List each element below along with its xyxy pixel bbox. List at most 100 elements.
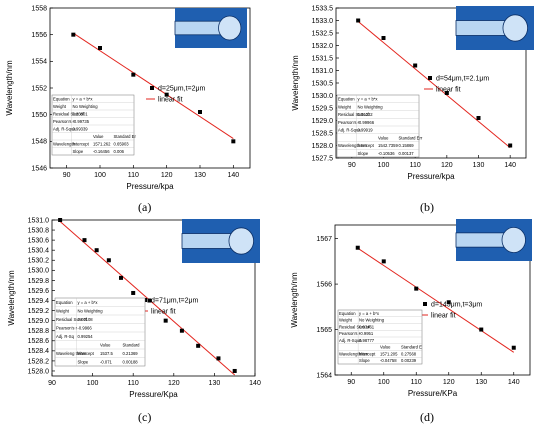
y-tick-label: 1533.5 xyxy=(312,5,334,12)
data-point xyxy=(508,143,513,148)
y-tick-label: 1529.2 xyxy=(28,308,50,315)
y-tick-label: 1532.0 xyxy=(312,43,334,50)
table-cell: Residual Sum of xyxy=(53,111,85,116)
x-tick-label: 110 xyxy=(128,172,139,179)
table-cell: y = a + b*x xyxy=(358,97,379,102)
x-tick-label: 130 xyxy=(473,162,485,169)
table-cell: 0.21369 xyxy=(123,351,139,356)
legend-label-points: d=25μm,t=2μm xyxy=(158,86,206,93)
table-cell: -0.9951 xyxy=(359,331,374,336)
panel-b: 90 100 110 120 130 140 1527.5 1528.0 1528.5 1529.… xyxy=(280,0,550,200)
data-point xyxy=(444,91,449,95)
y-tick-label: 1529.5 xyxy=(312,105,334,112)
data-point xyxy=(479,327,484,332)
y-tick-label: 1532.5 xyxy=(312,30,334,37)
table-cell: -0.16456 xyxy=(93,149,110,154)
table-cell: 0.99919 xyxy=(358,128,374,133)
y-axis-title: Wavelength/nm xyxy=(5,60,14,116)
table-cell: 0.99254 xyxy=(78,334,94,339)
plot-frame xyxy=(334,224,531,376)
fit-line xyxy=(357,247,515,353)
table-cell: y = a + b*x xyxy=(359,311,380,316)
legend-label-points: d=54μm,t=2.1μm xyxy=(436,76,489,83)
table-cell: 0.00188 xyxy=(123,360,139,365)
x-tick-label: 130 xyxy=(194,172,206,179)
legend-label-fit: linear fit xyxy=(158,97,183,104)
y-tick-label: 1530.8 xyxy=(28,227,50,234)
x-tick-label: 100 xyxy=(378,162,390,169)
table-cell: 0.27568 xyxy=(401,351,417,356)
y-tick-label: 1527.5 xyxy=(312,155,334,162)
x-tick-label: 120 xyxy=(441,162,453,169)
data-point xyxy=(381,36,386,40)
fit-line xyxy=(357,21,511,149)
x-tick-label: 140 xyxy=(504,162,516,169)
y-tick-label: 1552 xyxy=(31,85,47,92)
fit-line xyxy=(59,221,236,376)
table-cell: 0.15869 xyxy=(399,143,415,148)
x-tick-label: 90 xyxy=(347,379,355,386)
y-tick-label: 1531.0 xyxy=(312,68,334,75)
data-point xyxy=(179,328,184,333)
y-tick-label: 1567 xyxy=(316,236,332,243)
inset-image xyxy=(174,8,247,48)
legend-label-fit: linear fit xyxy=(436,87,461,94)
caption-c: (c) xyxy=(138,410,152,424)
table-cell: Waveleng th/nm xyxy=(56,351,87,356)
table-cell: Slope xyxy=(358,151,369,156)
y-tick-label: 1528.5 xyxy=(312,130,334,137)
table-cell: Wavelength xyxy=(53,141,76,146)
table-cell: Slope xyxy=(359,358,370,363)
table-cell: No Weighting xyxy=(78,309,104,314)
table-cell: 0.23801 xyxy=(73,111,89,116)
x-tick-label: 140 xyxy=(249,380,261,387)
table-cell: 1542.7359 xyxy=(378,143,398,148)
data-point xyxy=(147,298,152,303)
table-cell: Equation xyxy=(53,96,70,101)
data-point xyxy=(413,63,418,68)
table-cell: Intercept xyxy=(73,141,90,146)
y-tick-label: 1529.6 xyxy=(28,288,50,295)
table-cell: Pearson's r xyxy=(56,326,78,331)
data-point xyxy=(232,368,237,373)
legend-label-points: d=145μm,t=3μm xyxy=(431,302,482,309)
table-cell: Equation xyxy=(339,311,356,316)
table-cell: Residual Sum of xyxy=(339,324,371,329)
x-tick-label: 90 xyxy=(348,162,356,169)
caption-d: (d) xyxy=(420,410,434,424)
table-cell: Slope xyxy=(73,149,84,154)
data-point xyxy=(82,238,87,243)
data-point xyxy=(71,32,76,37)
caption-b: (b) xyxy=(420,200,434,214)
x-tick-label: 120 xyxy=(161,172,173,179)
y-tick-label: 1550 xyxy=(31,112,47,119)
data-point xyxy=(414,286,419,291)
table-cell: Standard E xyxy=(401,345,422,350)
x-tick-label: 130 xyxy=(209,380,221,387)
y-tick-label: 1528.0 xyxy=(312,143,334,150)
legend-label-fit: linear fit xyxy=(431,313,456,320)
x-tick-label: 110 xyxy=(411,379,422,386)
table-cell: Intercept xyxy=(78,351,95,356)
table-cell: 0.99339 xyxy=(73,126,89,131)
y-tick-label: 1530.2 xyxy=(28,258,50,265)
chart-svg: 90 100 110 120 130 140 1564 1565 1566 1567 Pressur… xyxy=(290,219,532,398)
x-tick-label: 100 xyxy=(94,172,106,179)
data-point xyxy=(131,72,136,77)
y-tick-label: 1528.8 xyxy=(28,328,50,335)
x-tick-label: 130 xyxy=(475,379,487,386)
table-cell: Adj. R-Squa xyxy=(339,338,362,343)
table-cell: Value xyxy=(380,345,391,350)
table-cell: Pearson's r xyxy=(338,120,360,125)
table-cell: Weight xyxy=(339,318,353,323)
table-cell: Intercept xyxy=(358,143,375,148)
table-cell: Weight xyxy=(338,104,352,109)
table-cell: 0.03461 xyxy=(359,324,375,329)
y-tick-label: 1548 xyxy=(31,139,47,146)
legend-marker-points xyxy=(428,76,432,80)
table-cell: Standard xyxy=(123,343,141,348)
